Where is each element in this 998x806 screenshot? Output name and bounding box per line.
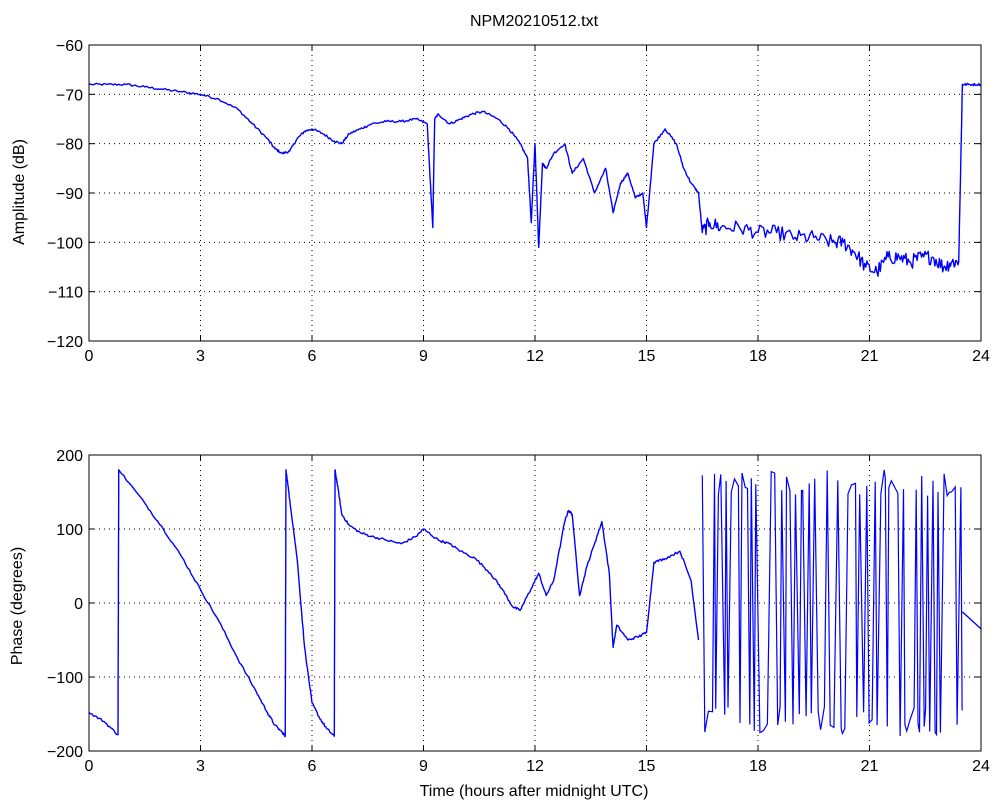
amplitude-y-tick: −80 [56, 137, 83, 154]
amplitude-x-tick: 0 [85, 348, 94, 365]
phase-axes-frame [88, 454, 982, 752]
phase-x-tick: 3 [196, 758, 205, 775]
phase-x-tick: 21 [861, 758, 879, 775]
phase-x-tick: 0 [85, 758, 94, 775]
amplitude-x-tick: 6 [308, 348, 317, 365]
phase-x-tick: 24 [972, 758, 990, 775]
phase-x-tick: 6 [308, 758, 317, 775]
amplitude-panel: NPM20210512.txt 0 3 6 9 12 15 18 21 24 −… [11, 13, 990, 365]
data-series-line [89, 469, 700, 738]
amplitude-y-tick: −90 [56, 186, 83, 203]
amplitude-y-tick: −60 [56, 38, 83, 55]
phase-y-tick: 200 [56, 448, 83, 465]
amplitude-y-tick: −70 [56, 87, 83, 104]
amplitude-x-tick: 24 [972, 348, 990, 365]
amplitude-axes-frame [88, 44, 982, 342]
amplitude-x-tick: 3 [196, 348, 205, 365]
phase-x-tick: 12 [526, 758, 544, 775]
amplitude-y-tick: −100 [47, 235, 83, 252]
amplitude-plot-area [89, 82, 981, 277]
amplitude-x-tick: 9 [419, 348, 428, 365]
phase-y-tick: −200 [47, 744, 83, 761]
phase-grid [89, 455, 981, 751]
amplitude-y-axis-label: Amplitude (dB) [11, 139, 28, 245]
phase-y-tick: 0 [74, 596, 83, 613]
x-axis-label: Time (hours after midnight UTC) [420, 783, 649, 800]
amplitude-x-tick: 21 [861, 348, 879, 365]
phase-x-tick: 9 [419, 758, 428, 775]
phase-y-axis-label: Phase (degrees) [9, 547, 26, 665]
phase-y-tick: 100 [56, 522, 83, 539]
phase-plot-area [89, 469, 981, 738]
amplitude-x-tick: 15 [638, 348, 656, 365]
chart-title: NPM20210512.txt [470, 13, 599, 30]
phase-panel: 0 3 6 9 12 15 18 21 24 200 100 0 −100 −2… [9, 448, 990, 800]
amplitude-grid [89, 45, 981, 341]
phase-x-tick-labels: 0 3 6 9 12 15 18 21 24 [85, 758, 990, 775]
data-series-noise [701, 469, 963, 737]
phase-y-tick: −100 [47, 670, 83, 687]
amplitude-ticks [88, 44, 982, 342]
amplitude-x-tick-labels: 0 3 6 9 12 15 18 21 24 [85, 348, 990, 365]
amplitude-y-tick-labels: −60 −70 −80 −90 −100 −110 −120 [47, 38, 83, 351]
data-series-line [89, 82, 981, 277]
phase-x-tick: 15 [638, 758, 656, 775]
amplitude-y-tick: −110 [48, 285, 83, 302]
data-series-tail [961, 611, 981, 630]
phase-x-tick: 18 [749, 758, 767, 775]
amplitude-x-tick: 18 [749, 348, 767, 365]
phase-y-tick-labels: 200 100 0 −100 −200 [47, 448, 83, 761]
amplitude-y-tick: −120 [47, 334, 83, 351]
amplitude-x-tick: 12 [526, 348, 544, 365]
